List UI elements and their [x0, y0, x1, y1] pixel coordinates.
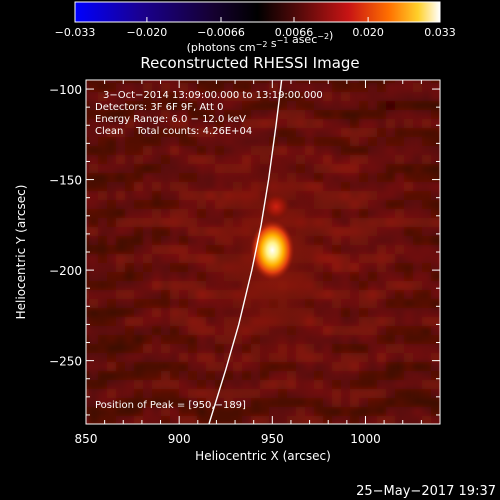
x-axis-label: Heliocentric X (arcsec)	[195, 449, 331, 463]
secondary-source	[262, 192, 291, 221]
colorbar-ticks: −0.033 −0.020 −0.0066 0.0066 0.020 0.033	[55, 17, 456, 39]
colorbar-tick-label: −0.020	[127, 26, 168, 39]
colorbar-tick-label: −0.033	[55, 26, 96, 39]
peak-position-label: Position of Peak = [950,−189]	[95, 400, 246, 411]
colorbar-label-text: s	[267, 37, 276, 50]
x-tick-label: 950	[261, 432, 284, 446]
date-stamp: 25−May−2017 19:37	[356, 484, 496, 499]
x-tick-label: 1000	[350, 432, 381, 446]
y-tick-label: −200	[49, 264, 82, 278]
y-tick-label: −100	[49, 83, 82, 97]
annotation-energy-range: Energy Range: 6.0 − 12.0 keV	[95, 114, 246, 125]
annotation-time-range: 3−Oct−2014 13:09:00.000 to 13:19:00.000	[103, 90, 323, 101]
colorbar-label-text: )	[329, 29, 333, 42]
peak-source	[250, 220, 295, 281]
annotation-detectors: Detectors: 3F 6F 9F, Att 0	[95, 102, 223, 113]
colorbar-label-text: (photons cm	[187, 41, 256, 54]
y-tick-label: −150	[49, 174, 82, 188]
colorbar: −0.033 −0.020 −0.0066 0.0066 0.020 0.033 (pho…	[55, 1, 456, 54]
colorbar-tick-label: −0.0066	[197, 26, 245, 39]
x-tick-label: 850	[75, 432, 98, 446]
colorbar-label-text: asec	[288, 33, 317, 46]
colorbar-tick-label: 0.0066	[275, 26, 314, 39]
y-axis-label: Heliocentric Y (arcsec)	[14, 185, 28, 320]
plot-area: 850 900 950 1000 −100 −150 −200 −250	[49, 79, 441, 446]
x-tick-label: 900	[168, 432, 191, 446]
chart-title: Reconstructed RHESSI Image	[140, 54, 359, 72]
y-axis-ticks: −100 −150 −200 −250	[49, 83, 440, 416]
colorbar-label-exponent: −2	[317, 32, 329, 41]
colorbar-gradient	[74, 1, 441, 23]
colorbar-label-exponent: −2	[256, 40, 268, 49]
solar-limb-curve	[208, 80, 283, 424]
colorbar-label: (photons cm−2 s−1 asec−2)	[187, 29, 334, 54]
colorbar-tick-label: 0.020	[352, 26, 384, 39]
colorbar-label-exponent: −1	[277, 36, 289, 45]
y-tick-label: −250	[49, 355, 82, 369]
annotation-clean-counts: Clean Total counts: 4.26E+04	[95, 126, 252, 137]
colorbar-tick-label: 0.033	[424, 26, 456, 39]
x-axis-ticks: 850 900 950 1000	[75, 80, 422, 446]
